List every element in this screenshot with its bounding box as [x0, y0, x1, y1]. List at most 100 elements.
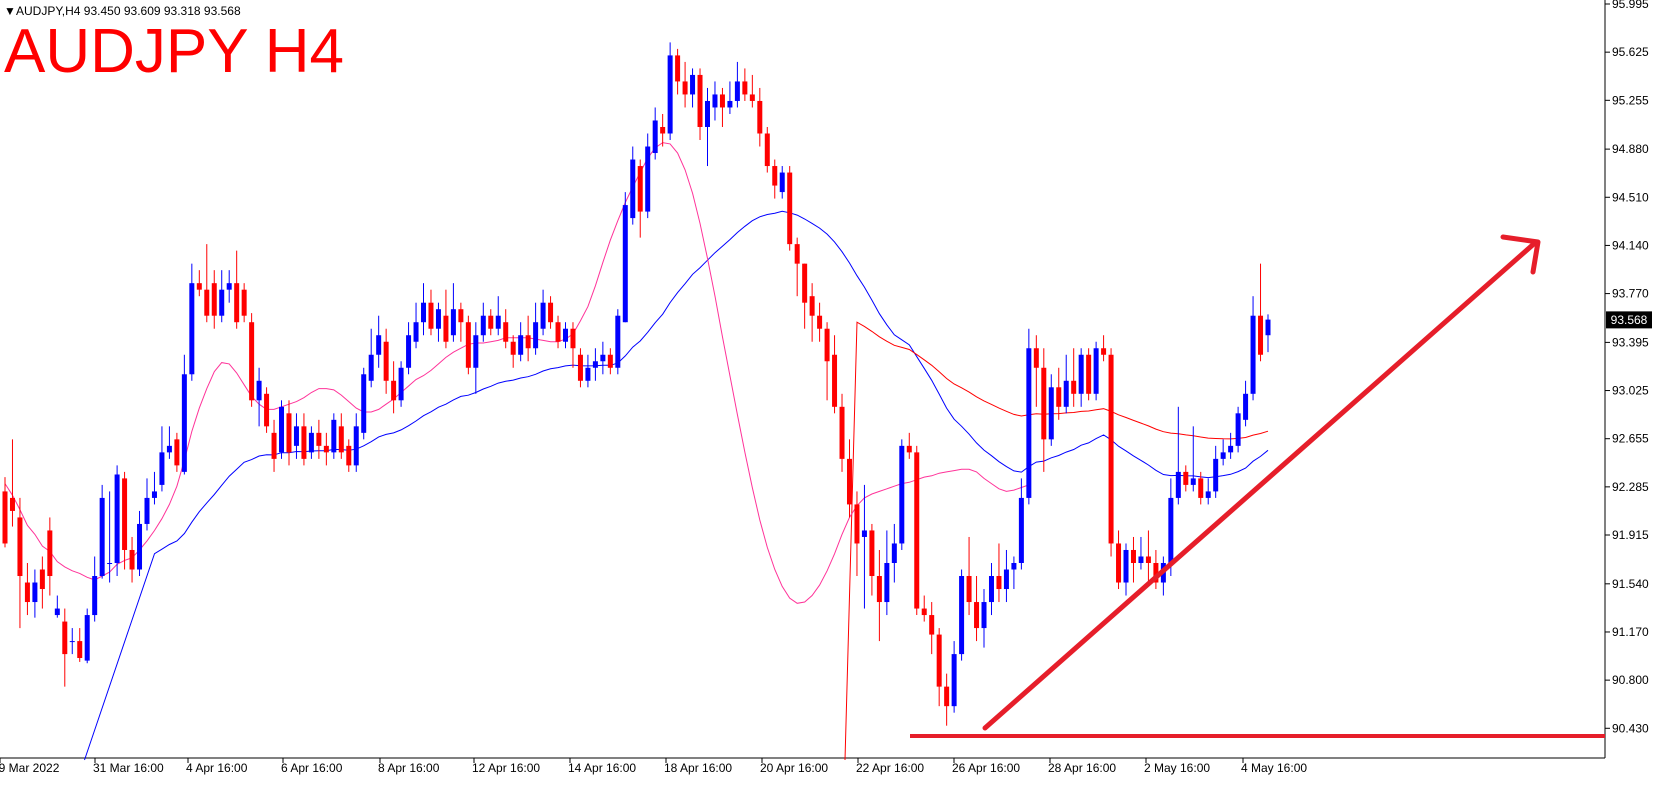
candle-body [323, 445, 329, 453]
candle [936, 628, 942, 707]
time-tick-label: 20 Apr 16:00 [760, 761, 828, 775]
candle-body [525, 335, 531, 349]
candle-body [406, 335, 412, 368]
candle [861, 484, 867, 609]
candle [69, 628, 75, 655]
candle [1041, 348, 1047, 472]
candle-body [1123, 549, 1129, 583]
time-scale: 29 Mar 2022 31 Mar 16:00 4 Apr 16:00 6 Apr … [0, 758, 1307, 775]
candle [719, 87, 725, 127]
candle-body [503, 322, 509, 342]
candle [421, 283, 427, 336]
symbol-info: AUDJPY,H4 93.450 93.609 93.318 93.568 [16, 4, 241, 18]
candle [338, 413, 344, 459]
candle [585, 354, 591, 388]
candle-body [211, 283, 217, 316]
candle [891, 523, 897, 583]
candle [234, 250, 240, 329]
candle-body [151, 491, 157, 498]
candle [966, 536, 972, 616]
candle-body [181, 374, 187, 472]
candle [1205, 478, 1211, 505]
candle-body [869, 530, 875, 577]
candle-body [301, 426, 307, 459]
candle-body [376, 335, 382, 355]
candle [1048, 374, 1054, 446]
candle [518, 322, 524, 362]
candle-body [421, 302, 427, 323]
candle [772, 159, 778, 199]
candle [196, 270, 202, 297]
candle-body [981, 602, 987, 629]
candle [652, 107, 658, 160]
candle-body [293, 426, 299, 446]
candle-body [592, 361, 598, 368]
time-tick-label: 12 Apr 16:00 [472, 761, 540, 775]
candle [450, 283, 456, 342]
candle-body [1235, 413, 1241, 446]
candle [570, 322, 576, 368]
candle-body [458, 309, 464, 323]
candle-body [69, 641, 75, 643]
candle [510, 335, 516, 368]
price-tick-label: 91.540 [1612, 577, 1649, 591]
candle [1018, 478, 1024, 570]
candle [637, 159, 643, 238]
candle-body [249, 322, 255, 401]
time-tick-label: 28 Apr 16:00 [1048, 761, 1116, 775]
candle-body [286, 413, 292, 453]
candle [682, 61, 688, 108]
time-tick-label: 2 May 16:00 [1144, 761, 1210, 775]
candle-body [682, 81, 688, 95]
candle [122, 471, 128, 570]
candle-body [495, 315, 501, 329]
candle-body [899, 445, 905, 544]
candle-body [742, 81, 748, 95]
candle [443, 289, 449, 349]
candle-body [974, 602, 980, 629]
candle-body [17, 517, 23, 577]
candle-body [839, 406, 845, 459]
candle-body [652, 120, 658, 154]
candle-body [450, 309, 456, 336]
candle [660, 113, 666, 147]
candle [226, 270, 232, 303]
price-tick-label: 95.995 [1612, 0, 1649, 11]
candle-body [1145, 556, 1151, 563]
candle [77, 628, 83, 662]
candle [166, 426, 172, 459]
candle-body [234, 283, 240, 323]
candle [308, 426, 314, 459]
candle-body [988, 576, 994, 603]
candle-body [667, 55, 673, 134]
candle [24, 562, 30, 616]
current-price-text: 93.568 [1611, 313, 1648, 327]
candle-body [1033, 348, 1039, 368]
candle-body [891, 543, 897, 563]
candle [846, 439, 852, 518]
candle [540, 289, 546, 336]
candle-body [712, 94, 718, 108]
candle-body [861, 530, 867, 537]
candle-body [308, 432, 314, 453]
candle-body [54, 608, 60, 616]
candle [1033, 335, 1039, 407]
candle [876, 549, 882, 642]
price-tick-label: 93.395 [1612, 335, 1649, 349]
time-tick-label: 18 Apr 16:00 [664, 761, 732, 775]
candle [495, 296, 501, 336]
candle-body [159, 452, 165, 485]
candle [817, 302, 823, 342]
candle-body [114, 474, 120, 563]
candle [996, 543, 1002, 603]
candle-body [1228, 445, 1234, 453]
price-tick-label: 95.255 [1612, 93, 1649, 107]
candle-body [2, 491, 8, 544]
candle-body [510, 341, 516, 355]
candle-body [809, 296, 815, 316]
candle-body [226, 283, 232, 290]
candle-body [9, 497, 15, 511]
candle-body [189, 283, 195, 375]
